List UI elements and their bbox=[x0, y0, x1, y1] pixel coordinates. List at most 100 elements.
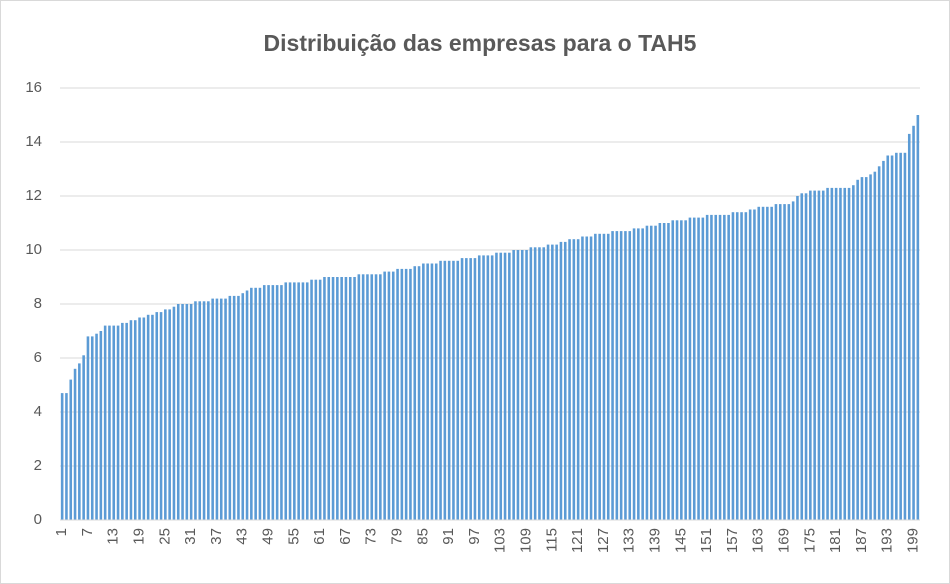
bar bbox=[103, 325, 107, 520]
bar bbox=[176, 304, 180, 520]
bar bbox=[852, 185, 855, 520]
bar bbox=[228, 295, 232, 520]
bar bbox=[662, 223, 666, 520]
bar bbox=[456, 260, 460, 520]
bar bbox=[422, 263, 425, 520]
y-tick-label: 8 bbox=[34, 295, 42, 312]
bar bbox=[400, 268, 404, 520]
bar bbox=[697, 217, 700, 520]
bar bbox=[374, 274, 378, 520]
bar bbox=[245, 290, 249, 520]
bar bbox=[903, 152, 907, 521]
bar bbox=[869, 174, 872, 520]
x-tick-label: 25 bbox=[156, 528, 173, 545]
x-tick-label: 175 bbox=[801, 528, 818, 553]
bar bbox=[439, 260, 442, 520]
bar bbox=[594, 233, 597, 521]
x-tick-label: 199 bbox=[905, 528, 922, 553]
bar bbox=[219, 298, 223, 520]
bar bbox=[490, 255, 494, 520]
bar bbox=[753, 209, 756, 520]
bar bbox=[60, 393, 64, 520]
bar bbox=[387, 271, 391, 520]
bar bbox=[447, 260, 451, 520]
bar bbox=[495, 252, 498, 520]
bar bbox=[576, 239, 580, 520]
bar bbox=[757, 206, 761, 521]
bar bbox=[572, 239, 576, 520]
bar bbox=[159, 312, 163, 520]
x-tick-label: 13 bbox=[105, 528, 122, 545]
bar bbox=[748, 209, 752, 520]
bar bbox=[108, 325, 111, 520]
bar bbox=[581, 236, 584, 520]
x-tick-label: 109 bbox=[518, 528, 535, 553]
bar bbox=[224, 298, 227, 520]
bar bbox=[723, 214, 726, 520]
bar bbox=[718, 214, 722, 520]
x-tick-label: 1 bbox=[53, 528, 70, 536]
bar bbox=[538, 247, 541, 521]
x-tick-label: 91 bbox=[440, 528, 457, 545]
x-tick-label: 79 bbox=[389, 528, 406, 545]
bar bbox=[465, 258, 468, 520]
bar bbox=[275, 285, 279, 520]
bar bbox=[305, 282, 309, 520]
bar bbox=[512, 250, 515, 520]
bar bbox=[121, 322, 124, 520]
bar bbox=[740, 212, 743, 520]
bar bbox=[323, 277, 326, 520]
bar bbox=[232, 295, 236, 520]
bar bbox=[705, 214, 709, 520]
bar bbox=[301, 282, 305, 520]
x-tick-label: 7 bbox=[79, 528, 96, 536]
bar bbox=[684, 220, 687, 521]
bar bbox=[168, 309, 171, 520]
bar bbox=[146, 314, 150, 520]
x-tick-label: 55 bbox=[285, 528, 302, 545]
bar bbox=[796, 196, 799, 520]
bar bbox=[774, 204, 778, 520]
bar bbox=[86, 336, 90, 520]
bar bbox=[271, 285, 275, 520]
bar bbox=[864, 177, 868, 520]
bar bbox=[379, 274, 382, 520]
x-tick-label: 73 bbox=[363, 528, 380, 545]
bar bbox=[314, 279, 318, 520]
bar bbox=[830, 187, 834, 520]
bar bbox=[839, 187, 842, 520]
bar bbox=[69, 379, 73, 520]
bar bbox=[280, 285, 283, 520]
y-tick-label: 0 bbox=[34, 511, 42, 528]
bar bbox=[649, 225, 653, 520]
bar bbox=[585, 236, 589, 520]
y-tick-label: 2 bbox=[34, 457, 42, 474]
bar bbox=[791, 201, 795, 520]
bar bbox=[189, 304, 193, 520]
bar bbox=[262, 285, 266, 520]
bar bbox=[895, 152, 898, 521]
bar bbox=[533, 247, 537, 521]
bar bbox=[250, 287, 253, 520]
bar bbox=[637, 228, 640, 520]
bar bbox=[873, 171, 877, 520]
bar bbox=[473, 258, 477, 520]
bar bbox=[847, 187, 851, 520]
chart-title: Distribuição das empresas para o TAH5 bbox=[264, 30, 697, 56]
bar bbox=[877, 166, 881, 521]
x-tick-label: 115 bbox=[543, 528, 560, 552]
bar bbox=[469, 258, 472, 520]
x-tick-label: 187 bbox=[853, 528, 870, 553]
bar bbox=[258, 287, 262, 520]
bar bbox=[185, 304, 189, 520]
bar bbox=[916, 115, 920, 520]
bar bbox=[890, 155, 894, 520]
bar bbox=[348, 277, 352, 520]
x-tick-label: 157 bbox=[724, 528, 741, 553]
bar bbox=[434, 263, 438, 520]
bar bbox=[598, 233, 601, 521]
bar bbox=[181, 304, 184, 520]
y-tick-label: 14 bbox=[25, 133, 42, 150]
bar bbox=[641, 228, 644, 520]
bar bbox=[267, 285, 270, 520]
